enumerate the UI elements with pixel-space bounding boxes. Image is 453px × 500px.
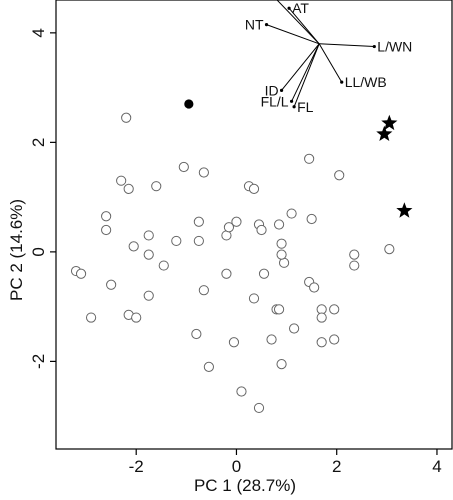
open-circle-point <box>223 222 235 233</box>
y-tick-label: 0 <box>29 247 48 256</box>
open-circle-point <box>384 244 395 255</box>
loading-vector <box>281 43 320 91</box>
open-circle-point <box>276 359 287 370</box>
loading-vector-tip <box>340 80 344 84</box>
loading-label: AT <box>292 0 309 16</box>
loading-vector-tip <box>292 105 296 109</box>
open-circle-point <box>131 312 142 323</box>
loading-vector-tip <box>279 88 284 92</box>
open-circle-point <box>85 312 97 323</box>
y-tick-label: 4 <box>29 28 48 37</box>
x-tick-label: -2 <box>129 457 144 476</box>
x-axis-label: PC 1 (28.7%) <box>194 476 296 495</box>
loading-label: L/WN <box>377 39 412 55</box>
loading-vector <box>288 7 320 45</box>
open-circle-point <box>143 249 154 260</box>
open-circle-point <box>221 268 232 279</box>
x-tick-label: 4 <box>432 457 441 476</box>
open-circle-point <box>266 334 277 345</box>
loading-vector-tip <box>289 99 294 103</box>
x-tick-label: 0 <box>232 457 241 476</box>
open-circle-point <box>316 312 327 323</box>
open-circle-point <box>101 211 112 222</box>
open-circle-point <box>289 323 300 334</box>
y-tick-label: 2 <box>29 138 48 147</box>
loading-vector <box>318 43 343 83</box>
filled-circle-point <box>184 99 194 109</box>
y-axis-label: PC 2 (14.6%) <box>7 199 26 301</box>
open-circle-point <box>248 183 260 195</box>
loading-vector-tip <box>372 44 376 49</box>
loading-label: FL <box>297 99 314 115</box>
x-tick-label: 2 <box>332 457 341 476</box>
open-circle-point <box>101 224 112 236</box>
loading-vector <box>291 43 320 102</box>
loading-vector <box>293 43 320 107</box>
open-circle-point <box>143 230 154 241</box>
open-circle-point <box>306 213 317 225</box>
open-circle-point <box>349 260 360 271</box>
plot-frame <box>55 0 453 450</box>
open-circle-point <box>258 268 270 279</box>
open-circle-point <box>349 249 360 260</box>
open-circle-point <box>193 235 204 247</box>
loading-vector <box>319 43 375 48</box>
loading-label: NT <box>245 17 264 33</box>
open-circle-point <box>143 290 154 301</box>
open-circle-point <box>329 304 340 315</box>
open-circle-point <box>123 183 134 195</box>
open-circle-point <box>203 361 214 372</box>
open-circle-point <box>198 167 209 178</box>
open-circle-point <box>121 112 132 123</box>
loading-label: FL/L <box>261 93 289 109</box>
open-circle-point <box>106 279 117 290</box>
open-circle-point <box>151 181 162 192</box>
open-circle-point <box>253 402 265 414</box>
open-circle-point <box>191 328 202 340</box>
open-circle-point <box>171 235 182 247</box>
loading-vector-tip <box>264 23 269 27</box>
loading-label: LL/WB <box>345 74 387 90</box>
open-circle-point <box>329 334 340 345</box>
y-axis: -2 0 2 4 <box>29 28 56 369</box>
open-circle-point <box>309 282 320 293</box>
open-circle-point <box>316 337 327 348</box>
open-circle-point <box>276 238 287 249</box>
y-tick-label: -2 <box>29 354 48 369</box>
open-circle-point <box>248 293 260 304</box>
loading-vector-tip <box>287 6 291 10</box>
open-circle-point <box>276 249 287 260</box>
open-circle-point <box>116 175 127 186</box>
open-circle-point <box>231 216 242 227</box>
open-circle-point <box>273 304 285 315</box>
open-circle-point <box>228 337 240 348</box>
x-axis: -2 0 2 4 <box>129 449 442 476</box>
star-point <box>396 202 413 218</box>
data-points <box>70 99 413 414</box>
open-circle-point <box>128 241 139 252</box>
open-circle-point <box>256 224 267 236</box>
open-circle-point <box>334 170 345 181</box>
open-circle-point <box>304 153 315 164</box>
loading-label: ID <box>265 82 279 98</box>
open-circle-point <box>75 268 87 279</box>
open-circle-point <box>273 219 285 230</box>
open-circle-point <box>236 386 247 397</box>
open-circle-point <box>286 208 297 219</box>
loading-vector <box>276 0 320 45</box>
open-circle-point <box>178 161 189 173</box>
loading-vector <box>266 24 320 45</box>
open-circle-point <box>198 285 209 296</box>
star-point <box>381 114 398 131</box>
star-point <box>376 125 393 142</box>
open-circle-point <box>193 216 204 227</box>
open-circle-point <box>158 260 169 271</box>
